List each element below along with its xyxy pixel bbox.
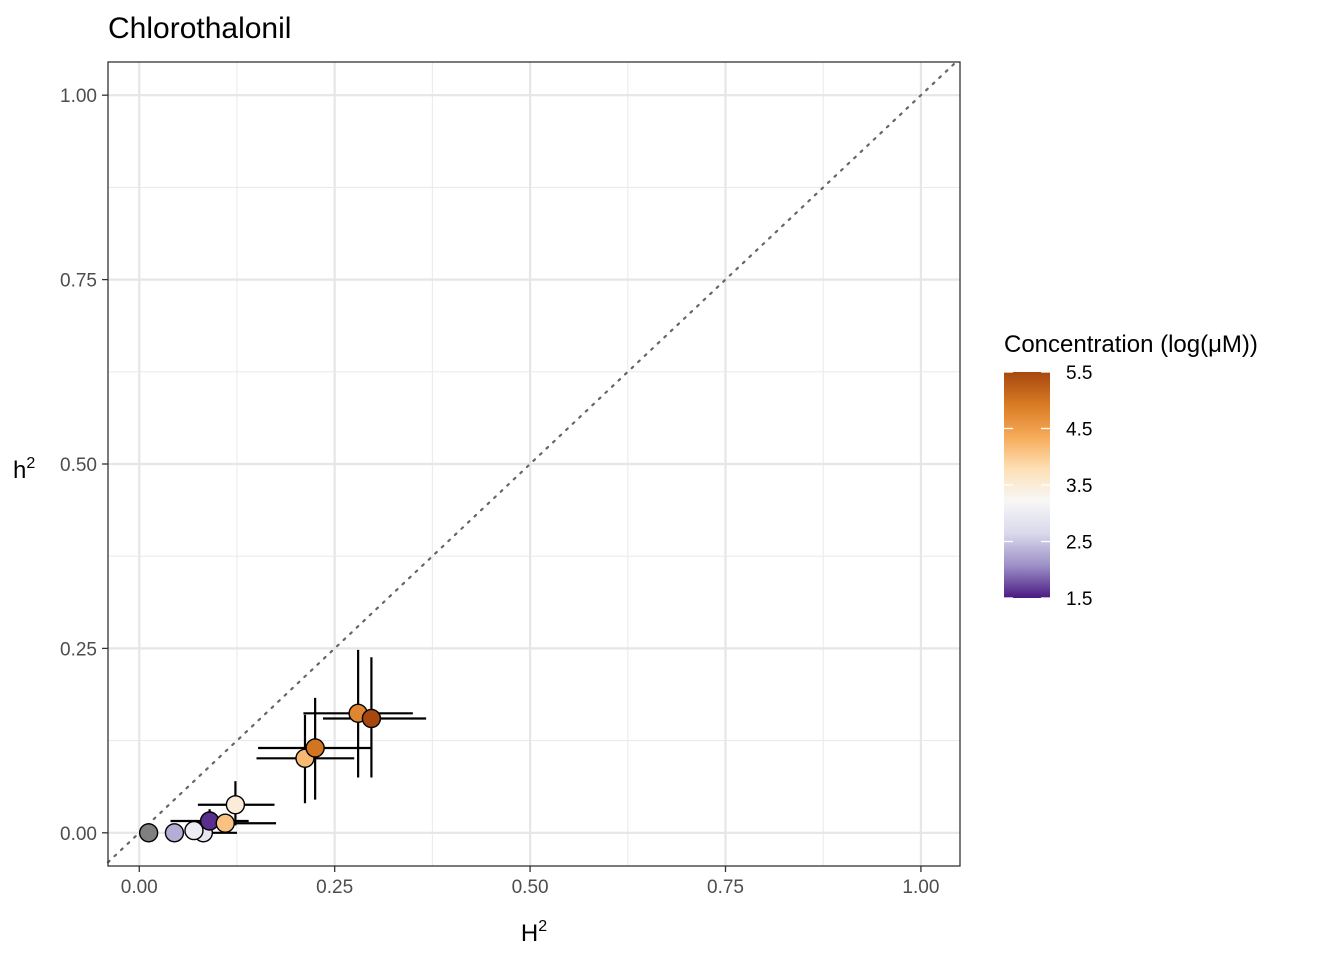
data-point bbox=[305, 738, 325, 758]
legend-tick-label: 5.5 bbox=[1066, 363, 1092, 384]
legend-tick-label: 4.5 bbox=[1066, 420, 1092, 441]
y-tick-label: 0.75 bbox=[60, 271, 97, 292]
data-point bbox=[361, 708, 382, 729]
y-tick-label: 0.50 bbox=[60, 455, 97, 476]
data-points bbox=[138, 703, 382, 843]
legend-tick-label: 2.5 bbox=[1066, 533, 1092, 554]
legend-tick-label: 3.5 bbox=[1066, 476, 1092, 497]
x-tick-label: 0.75 bbox=[707, 877, 744, 898]
legend-tick-label: 1.5 bbox=[1066, 589, 1092, 610]
legend-title: Concentration (log(μM)) bbox=[1004, 331, 1258, 358]
x-axis: 0.00 0.25 0.50 0.75 1.00 bbox=[121, 866, 939, 898]
data-point bbox=[225, 795, 246, 815]
y-axis-title: h2 bbox=[13, 455, 35, 484]
x-tick-label: 0.50 bbox=[512, 877, 549, 898]
data-point bbox=[164, 823, 185, 843]
chart-title: Chlorothalonil bbox=[108, 12, 291, 45]
data-point bbox=[184, 820, 204, 841]
y-axis: 0.00 0.25 0.50 0.75 1.00 bbox=[60, 86, 108, 845]
plot-panel bbox=[106, 60, 961, 867]
identity-reference-line bbox=[106, 60, 958, 864]
x-tick-label: 0.00 bbox=[121, 877, 158, 898]
data-point bbox=[138, 823, 159, 843]
y-tick-label: 1.00 bbox=[60, 86, 97, 107]
x-tick-label: 1.00 bbox=[902, 877, 939, 898]
y-tick-label: 0.00 bbox=[60, 824, 97, 845]
color-legend: Concentration (log(μM)) 1.5 2.5 3.5 4.5 5.5 bbox=[1004, 331, 1258, 610]
grid-major bbox=[108, 62, 960, 866]
y-axis-title-superscript: 2 bbox=[26, 455, 35, 472]
legend-ticks: 1.5 2.5 3.5 4.5 5.5 bbox=[1004, 363, 1092, 610]
data-point bbox=[215, 813, 235, 833]
x-axis-title: H2 bbox=[521, 918, 547, 947]
x-axis-title-superscript: 2 bbox=[538, 918, 547, 935]
x-tick-label: 0.25 bbox=[316, 877, 353, 898]
y-tick-label: 0.25 bbox=[60, 639, 97, 660]
x-axis-title-base: H bbox=[521, 920, 538, 947]
y-axis-title-base: h bbox=[13, 457, 26, 484]
